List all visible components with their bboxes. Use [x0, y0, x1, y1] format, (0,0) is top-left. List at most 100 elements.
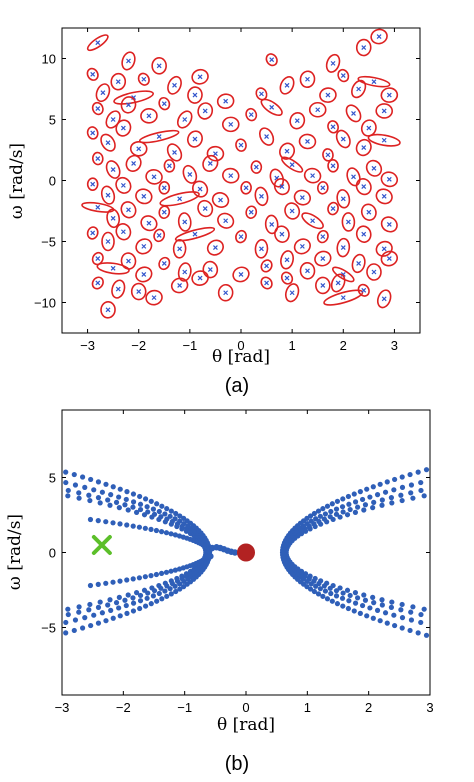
trajectory-point	[407, 471, 413, 478]
trajectory-point	[137, 605, 143, 612]
trajectory-point	[164, 506, 170, 512]
trajectory-point	[321, 516, 327, 522]
trajectory-point	[384, 620, 390, 626]
trajectory-point	[158, 529, 165, 535]
uncertainty-ellipse	[158, 181, 171, 195]
trajectory-point	[137, 592, 144, 599]
panel-a-y-axis-label: ω [rad/s]	[7, 143, 27, 219]
uncertainty-ellipse	[375, 240, 393, 257]
trajectory-point	[337, 514, 343, 520]
trajectory-point	[156, 590, 162, 597]
trajectory-point	[110, 579, 116, 585]
trajectory-point	[63, 619, 69, 626]
trajectory-point	[377, 481, 383, 487]
mean-marker	[386, 176, 392, 182]
trajectory-point	[163, 569, 170, 575]
trajectory-point	[418, 479, 424, 486]
trajectory-point	[324, 503, 331, 509]
uncertainty-ellipse	[357, 283, 370, 297]
mean-marker	[315, 107, 321, 113]
panel-a-y-ticks: −10 −5 0 5 10	[34, 52, 420, 311]
uncertainty-ellipse	[86, 67, 99, 81]
uncertainty-ellipse	[245, 205, 258, 219]
mean-marker	[269, 104, 275, 110]
trajectory-point	[151, 511, 158, 517]
trajectory-point	[334, 601, 341, 607]
uncertainty-ellipse	[335, 129, 351, 149]
mean-marker	[361, 45, 367, 50]
panel-a-y-tick-label: 5	[49, 113, 56, 128]
trajectory-point	[125, 507, 131, 513]
trajectory-point	[88, 476, 94, 483]
uncertainty-ellipse	[380, 250, 399, 267]
trajectory-point	[137, 598, 144, 604]
mean-marker	[228, 173, 234, 179]
uncertainty-ellipse	[325, 53, 341, 73]
mean-marker	[126, 207, 131, 213]
trajectory-point	[374, 492, 381, 498]
trajectory-point	[362, 597, 369, 603]
trajectory-point	[148, 573, 154, 579]
trajectory-point	[308, 518, 314, 524]
trajectory-point	[334, 498, 341, 504]
trajectory-point	[359, 602, 366, 609]
uncertainty-ellipse	[351, 253, 366, 274]
uncertainty-ellipse	[120, 201, 137, 219]
mean-marker	[105, 307, 111, 313]
uncertainty-ellipse	[281, 156, 304, 173]
panel-a-ellipses	[81, 28, 401, 319]
uncertainty-ellipse	[232, 266, 250, 283]
uncertainty-ellipse	[284, 202, 301, 220]
uncertainty-ellipse	[100, 133, 116, 152]
trajectory-point	[125, 592, 131, 598]
uncertainty-ellipse	[110, 72, 127, 91]
panel-b-x-tick-label: −1	[177, 700, 192, 715]
mean-marker	[279, 231, 285, 237]
uncertainty-ellipse	[170, 277, 189, 294]
trajectory-point	[150, 593, 156, 599]
uncertainty-ellipse	[375, 188, 393, 205]
mean-marker	[305, 268, 310, 274]
uncertainty-ellipse	[327, 120, 339, 134]
mean-marker	[213, 151, 218, 157]
trajectory-point	[418, 611, 424, 618]
mean-marker	[340, 73, 346, 79]
uncertainty-ellipse	[151, 57, 167, 75]
trajectory-point	[167, 513, 173, 519]
uncertainty-ellipse	[202, 154, 219, 172]
trajectory-point	[329, 598, 335, 604]
mean-marker	[259, 246, 264, 252]
panel-b-chart: −3 −2 −1 0 1 2 3 −5 0 5 θ [rad] ω [rad/s] (b)	[5, 409, 434, 775]
trajectory-point	[399, 474, 405, 480]
trajectory-point	[421, 493, 427, 499]
panel-b-y-tick-label: 0	[49, 546, 56, 561]
trajectory-point	[148, 601, 154, 607]
trajectory-point	[136, 575, 143, 581]
uncertainty-ellipse	[331, 266, 355, 283]
uncertainty-ellipse	[293, 238, 311, 255]
mean-marker	[376, 34, 382, 39]
mean-marker	[161, 185, 167, 191]
uncertainty-ellipse	[298, 133, 317, 150]
trajectory-point	[88, 622, 94, 629]
trajectory-point	[133, 509, 140, 515]
trajectory-point	[153, 571, 160, 578]
mean-marker	[320, 234, 326, 240]
trajectory-point	[399, 484, 406, 490]
panel-b-y-tick-label: −5	[41, 621, 56, 636]
trajectory-point	[80, 474, 86, 480]
uncertainty-ellipse	[115, 176, 132, 194]
panel-b-trajectories	[63, 467, 430, 638]
trajectory-point	[172, 516, 178, 522]
uncertainty-ellipse	[280, 271, 294, 285]
trajectory-point	[379, 502, 385, 508]
trajectory-point	[389, 500, 395, 506]
trajectory-point	[172, 532, 179, 538]
mean-marker	[284, 257, 290, 263]
uncertainty-ellipse	[314, 250, 332, 267]
panel-a-y-tick-label: −10	[34, 296, 56, 311]
mean-marker	[146, 220, 152, 226]
uncertainty-ellipse	[355, 225, 372, 243]
trajectory-point	[392, 622, 398, 629]
